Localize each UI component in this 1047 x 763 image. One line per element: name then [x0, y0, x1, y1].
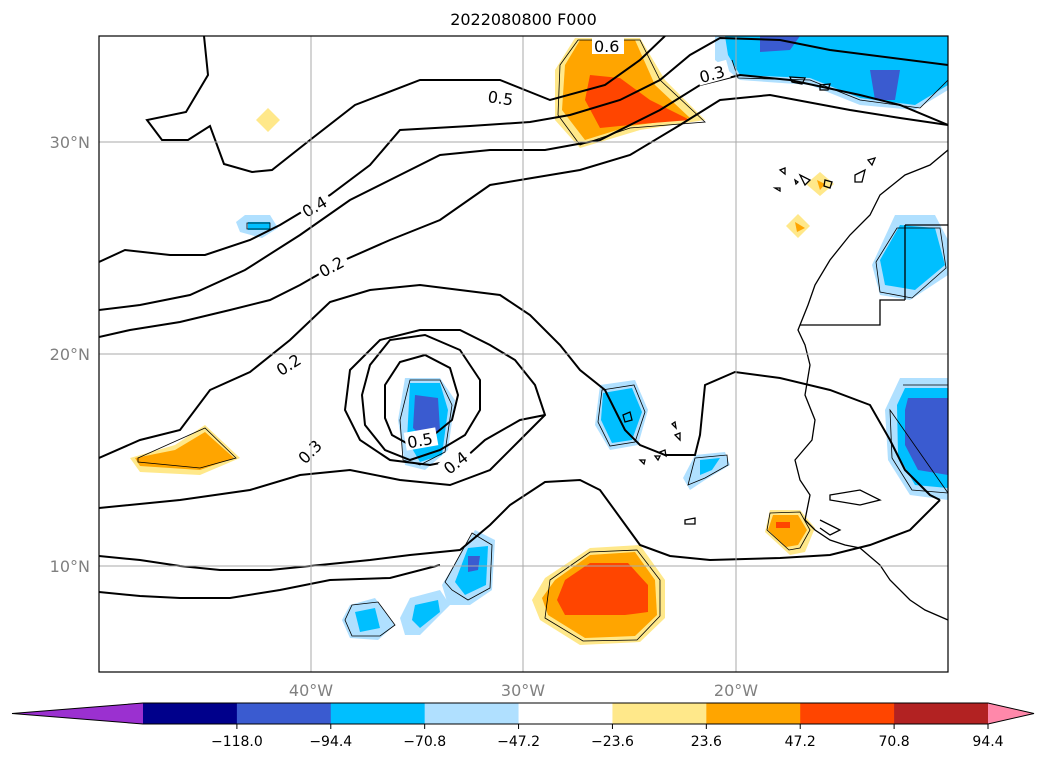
lat-tick-label: 20°N [50, 345, 90, 364]
lon-tick-label: 40°W [289, 681, 333, 700]
contour-label: 0.6 [594, 37, 619, 56]
colorbar-extend-low [12, 703, 143, 724]
colorbar-segment [518, 703, 613, 724]
colorbar-tick-label: −70.8 [403, 734, 446, 750]
shaded-field [130, 36, 948, 645]
lat-tick-label: 10°N [50, 557, 90, 576]
contour-label: 0.5 [406, 429, 434, 452]
map-frame [98, 35, 949, 673]
colorbar-tick-label: −23.6 [591, 734, 634, 750]
colorbar-segment [706, 703, 801, 724]
colorbar-tick-label: 23.6 [691, 734, 722, 750]
contour-label: 0.5 [487, 87, 515, 109]
map-title: 2022080800 F000 [450, 10, 597, 29]
contour-label: 0.3 [697, 62, 727, 87]
colorbar-segment [236, 703, 332, 724]
anomaly-outlines [137, 36, 948, 642]
colorbar-tick-label: −94.4 [309, 734, 352, 750]
colorbar-segment [800, 703, 895, 724]
colorbar-segment [424, 703, 520, 724]
lon-tick-labels: 40°W 30°W 20°W [289, 681, 758, 700]
lon-tick-label: 30°W [501, 681, 545, 700]
colorbar-extend-high [988, 703, 1034, 724]
colorbar-tick-label: 47.2 [785, 734, 816, 750]
lon-tick-label: 20°W [714, 681, 758, 700]
colorbar-segment [143, 703, 238, 724]
lat-tick-label: 30°N [50, 133, 90, 152]
colorbar-tick-label: −118.0 [211, 734, 263, 750]
contour-lines [99, 36, 948, 599]
colorbar-tick-label: 70.8 [879, 734, 910, 750]
lat-tick-labels: 30°N 20°N 10°N [50, 133, 90, 576]
colorbar-segment [894, 703, 989, 724]
colorbar-tick-label: 94.4 [972, 734, 1003, 750]
map-area: 0.6 0.5 0.3 0.4 0.2 0.2 0.3 0.5 0.4 [99, 36, 948, 672]
coastlines [622, 76, 948, 621]
colorbar: −118.0 −94.4 −70.8 −47.2 −23.6 23.6 47.2 70.8 94… [11, 702, 1035, 750]
colorbar-segment [612, 703, 707, 724]
colorbar-tick-label: −47.2 [497, 734, 540, 750]
gridlines [99, 36, 948, 672]
colorbar-segment [330, 703, 426, 724]
